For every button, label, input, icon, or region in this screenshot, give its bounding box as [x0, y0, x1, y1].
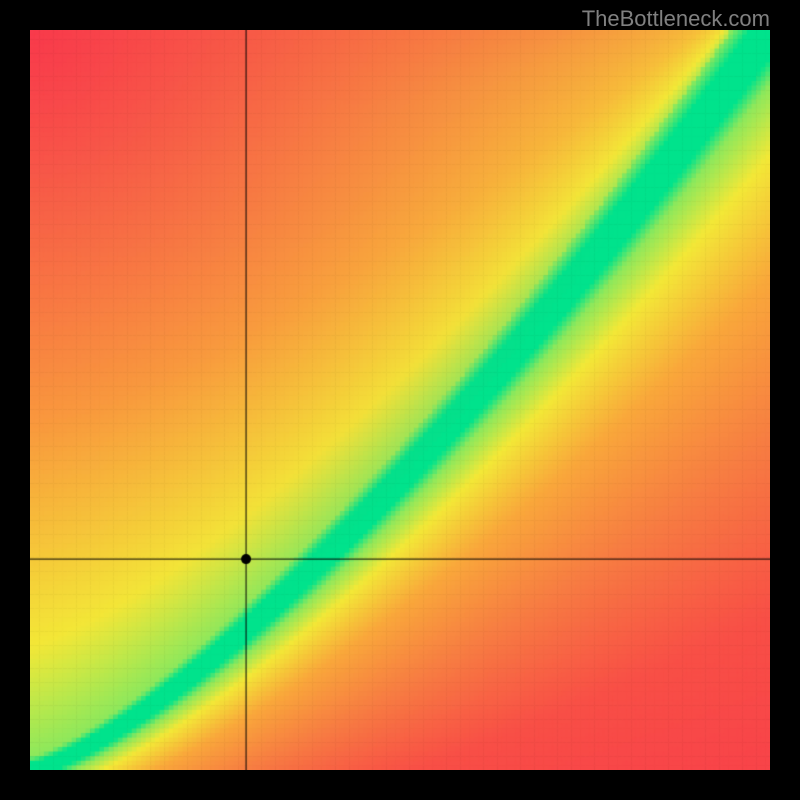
watermark-text: TheBottleneck.com [582, 6, 770, 32]
bottleneck-heatmap [30, 30, 770, 770]
